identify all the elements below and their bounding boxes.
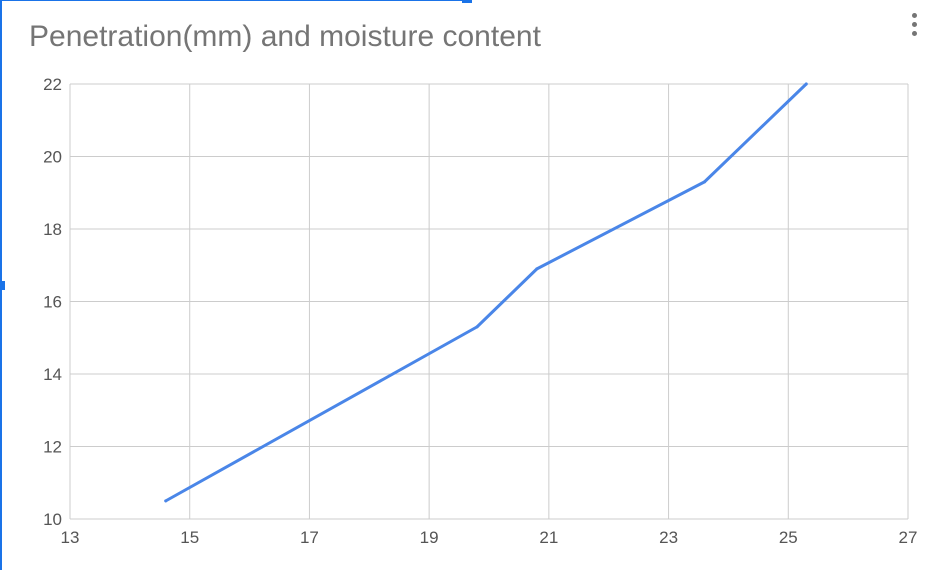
- menu-dot: [911, 12, 917, 18]
- x-tick-label: 13: [61, 528, 80, 547]
- resize-handle-top[interactable]: [462, 0, 472, 3]
- y-tick-label: 16: [43, 293, 62, 312]
- x-tick-label: 15: [180, 528, 199, 547]
- data-point: [804, 82, 808, 86]
- x-tick-label: 25: [779, 528, 798, 547]
- data-point: [702, 180, 706, 184]
- chart-title: Penetration(mm) and moisture content: [29, 20, 541, 53]
- y-tick-label: 20: [43, 148, 62, 167]
- y-tick-label: 10: [43, 510, 62, 529]
- y-tick-label: 22: [43, 75, 62, 94]
- x-tick-label: 17: [300, 528, 319, 547]
- y-tick-label: 18: [43, 220, 62, 239]
- x-tick-label: 21: [539, 528, 558, 547]
- data-point: [475, 325, 479, 329]
- x-tick-label: 27: [899, 528, 918, 547]
- menu-dot: [911, 30, 917, 36]
- y-tick-label: 14: [43, 365, 62, 384]
- resize-handle-left[interactable]: [0, 281, 5, 290]
- x-tick-label: 23: [659, 528, 678, 547]
- data-point: [535, 267, 539, 271]
- y-tick-label: 12: [43, 438, 62, 457]
- more-vert-icon[interactable]: [903, 6, 925, 42]
- x-tick-label: 19: [420, 528, 439, 547]
- menu-dot: [911, 21, 917, 27]
- series-line: [164, 82, 808, 503]
- selection-border-top: [0, 0, 470, 1]
- data-point: [164, 499, 168, 503]
